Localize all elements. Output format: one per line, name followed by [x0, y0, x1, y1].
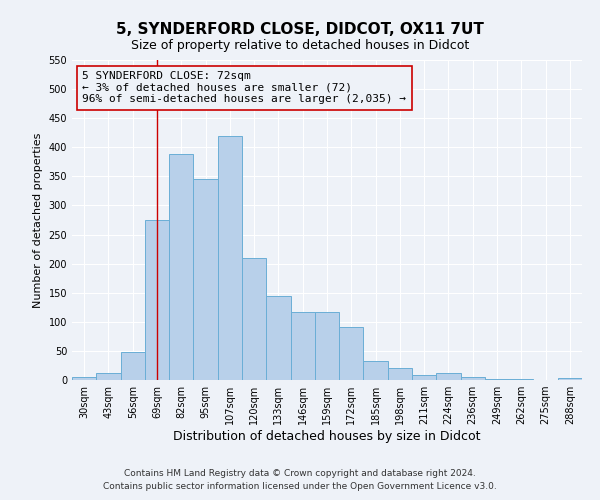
Bar — [412, 376, 436, 380]
Bar — [193, 180, 218, 380]
Bar — [461, 377, 485, 380]
Bar — [388, 368, 412, 380]
Bar — [72, 377, 96, 380]
Text: 5, SYNDERFORD CLOSE, DIDCOT, OX11 7UT: 5, SYNDERFORD CLOSE, DIDCOT, OX11 7UT — [116, 22, 484, 38]
Bar — [169, 154, 193, 380]
Y-axis label: Number of detached properties: Number of detached properties — [33, 132, 43, 308]
Bar — [558, 378, 582, 380]
Text: 5 SYNDERFORD CLOSE: 72sqm
← 3% of detached houses are smaller (72)
96% of semi-d: 5 SYNDERFORD CLOSE: 72sqm ← 3% of detach… — [82, 71, 406, 104]
Bar — [266, 296, 290, 380]
Bar — [364, 362, 388, 380]
Text: Contains HM Land Registry data © Crown copyright and database right 2024.: Contains HM Land Registry data © Crown c… — [124, 468, 476, 477]
Bar — [339, 327, 364, 380]
Text: Contains public sector information licensed under the Open Government Licence v3: Contains public sector information licen… — [103, 482, 497, 491]
Bar — [485, 379, 509, 380]
Bar — [96, 373, 121, 380]
Bar — [290, 312, 315, 380]
Bar — [436, 373, 461, 380]
Bar — [121, 352, 145, 380]
Bar — [242, 258, 266, 380]
Bar — [218, 136, 242, 380]
Text: Size of property relative to detached houses in Didcot: Size of property relative to detached ho… — [131, 39, 469, 52]
Bar — [315, 312, 339, 380]
X-axis label: Distribution of detached houses by size in Didcot: Distribution of detached houses by size … — [173, 430, 481, 443]
Bar — [145, 220, 169, 380]
